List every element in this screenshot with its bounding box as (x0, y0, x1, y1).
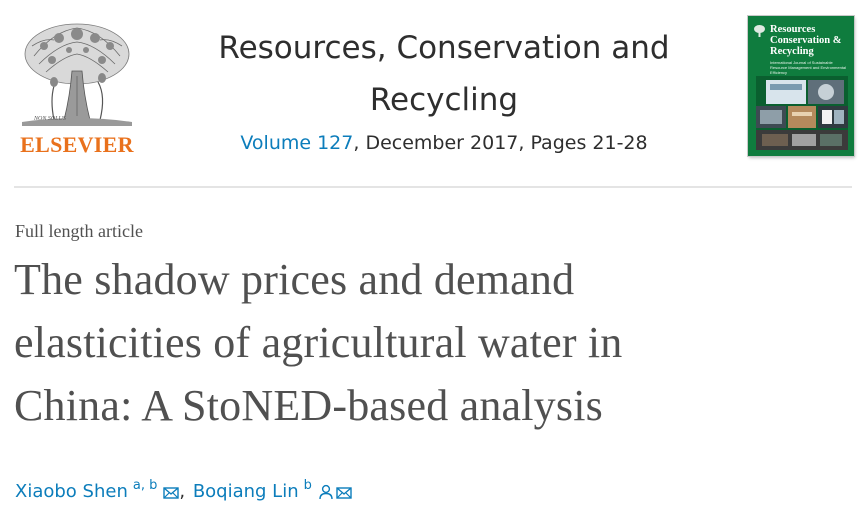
author-name: Xiaobo Shen (15, 481, 128, 502)
journal-info: Resources, Conservation and Recycling Vo… (190, 22, 698, 156)
author-name: Boqiang Lin (192, 481, 299, 502)
author-affiliations: b (303, 478, 312, 493)
journal-header: NON SOLUS ELSEVIER Resources, Conservati… (0, 0, 866, 188)
author-link-boqiang-lin[interactable]: Boqiang Lin b (193, 470, 352, 508)
article-title: The shadow prices and demand elasticitie… (14, 248, 854, 437)
cover-photo-collage (756, 76, 848, 150)
publisher-wordmark: ELSEVIER (20, 132, 134, 157)
journal-title-line2: Recycling (369, 82, 519, 118)
journal-title-link[interactable]: Resources, Conservation and Recycling (190, 22, 698, 126)
journal-issue-meta: Volume 127, December 2017, Pages 21-28 (190, 130, 698, 156)
author-list: Xiaobo Shen a, b , Boqiang Lin b (15, 470, 352, 502)
journal-cover-image[interactable]: Resources Conservation & Recycling Inter… (748, 16, 854, 156)
cover-title-line2: Conservation & (770, 35, 842, 46)
envelope-icon (336, 486, 352, 500)
article-type: Full length article (15, 221, 143, 241)
cover-title-line1: Resources (770, 24, 816, 35)
svg-text:NON SOLUS: NON SOLUS (33, 116, 66, 122)
issue-details: , December 2017, Pages 21-28 (353, 132, 648, 154)
cover-journal-title: Resources Conservation & Recycling (770, 24, 852, 57)
envelope-icon (163, 486, 180, 500)
header-divider (14, 186, 852, 188)
person-icon (318, 484, 334, 500)
cover-tree-icon (754, 25, 765, 37)
publisher-logo[interactable]: NON SOLUS ELSEVIER (14, 16, 140, 158)
tree-logo-icon: NON SOLUS (22, 23, 132, 126)
article-title-line3: China: A StoNED-based analysis (14, 381, 603, 430)
volume-link[interactable]: Volume 127 (240, 132, 354, 154)
cover-title-line3: Recycling (770, 46, 814, 57)
author-affiliations: a, b (132, 478, 158, 493)
article-title-line2: elasticities of agricultural water in (14, 318, 623, 367)
author-separator: , (179, 481, 186, 502)
author-link-xiaobo-shen[interactable]: Xiaobo Shen a, b (15, 470, 180, 508)
journal-title-line1: Resources, Conservation and (218, 30, 670, 66)
cover-subtitle: International Journal of Sustainable Res… (770, 60, 847, 75)
article-title-line1: The shadow prices and demand (14, 255, 575, 304)
